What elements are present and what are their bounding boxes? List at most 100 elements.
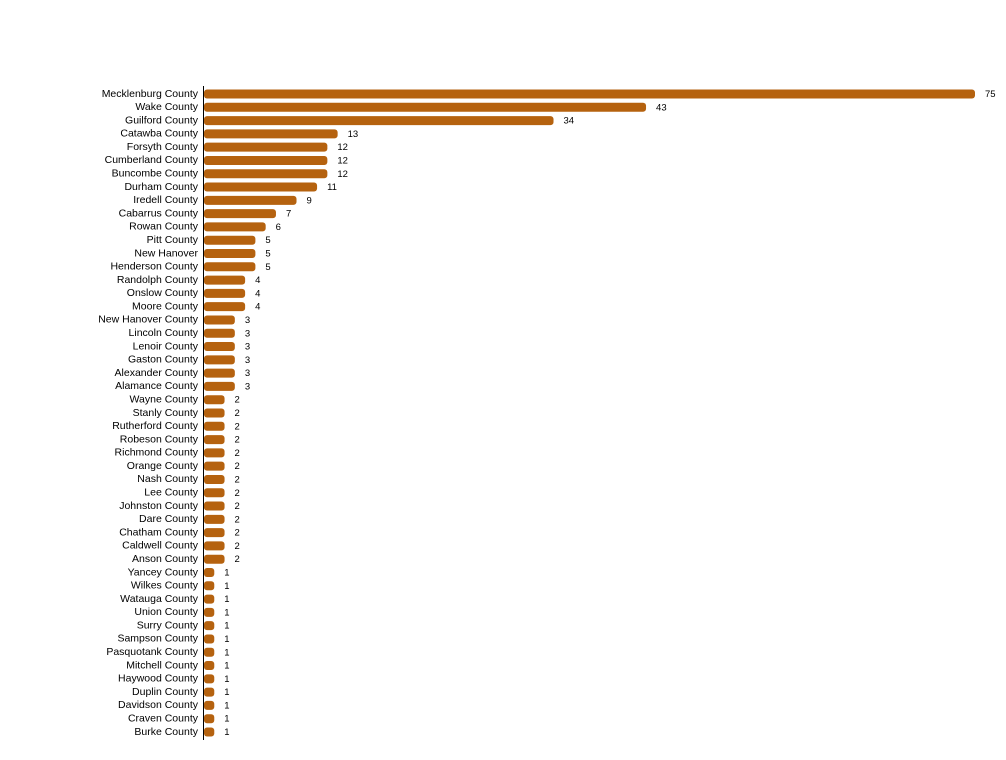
y-tick-label: Caldwell County	[122, 540, 199, 552]
value-label: 1	[224, 621, 229, 632]
y-tick-label: Mitchell County	[126, 659, 199, 671]
y-tick-label: Lincoln County	[129, 327, 199, 339]
y-tick-label: Union County	[134, 606, 198, 618]
y-tick-label: Duplin County	[132, 686, 199, 698]
bar	[204, 395, 225, 405]
bar	[204, 195, 297, 205]
value-label: 3	[245, 381, 250, 392]
value-label: 5	[265, 235, 270, 246]
value-label: 2	[235, 421, 240, 432]
bar	[204, 501, 225, 511]
bar	[204, 235, 256, 245]
y-tick-label: Buncombe County	[112, 168, 199, 180]
y-tick-label: Richmond County	[115, 447, 199, 459]
bar	[204, 249, 256, 258]
bar	[204, 714, 215, 724]
value-label: 9	[307, 195, 312, 206]
y-tick-label: Gaston County	[128, 354, 199, 366]
y-tick-label: Haywood County	[118, 673, 199, 685]
y-tick-label: Orange County	[127, 460, 199, 472]
y-tick-label: Stanly County	[133, 407, 199, 419]
value-label: 1	[224, 661, 229, 672]
y-tick-label: Pitt County	[147, 234, 199, 246]
value-label: 1	[224, 634, 229, 645]
value-label: 3	[245, 355, 250, 366]
bar	[204, 647, 215, 657]
value-label: 4	[255, 275, 260, 286]
bar	[204, 89, 975, 99]
y-tick-label: Johnston County	[119, 500, 199, 512]
value-label: 1	[224, 700, 229, 711]
value-label: 3	[245, 342, 250, 353]
bar	[204, 514, 225, 524]
bar	[204, 408, 225, 418]
y-tick-label: Craven County	[128, 712, 199, 724]
value-label: 6	[276, 222, 281, 233]
value-label: 2	[235, 448, 240, 459]
y-tick-label: Henderson County	[110, 261, 198, 273]
y-tick-label: New Hanover	[134, 247, 198, 259]
y-tick-label: Mecklenburg County	[102, 88, 199, 100]
bar	[204, 169, 328, 179]
value-label: 3	[245, 328, 250, 339]
y-tick-label: Rutherford County	[112, 420, 199, 432]
value-label: 2	[235, 488, 240, 499]
bar	[204, 262, 256, 272]
bar	[204, 116, 554, 126]
value-label: 1	[224, 714, 229, 725]
bar	[204, 315, 235, 325]
bar	[204, 474, 225, 484]
y-tick-label: Wayne County	[130, 393, 199, 405]
bar	[204, 342, 235, 352]
y-tick-label: Moore County	[132, 300, 199, 312]
bar	[204, 275, 246, 285]
y-tick-label: Chatham County	[119, 526, 199, 538]
bar	[204, 554, 225, 564]
y-tick-label: Lenoir County	[133, 340, 199, 352]
value-label: 2	[235, 435, 240, 446]
y-tick-label: Davidson County	[118, 699, 199, 711]
value-label: 75	[985, 89, 996, 100]
bar	[204, 355, 235, 365]
y-tick-label: Nash County	[137, 473, 198, 485]
bar	[204, 488, 225, 498]
bar	[204, 607, 215, 617]
value-label: 2	[235, 395, 240, 406]
value-label: 1	[224, 581, 229, 592]
bar	[204, 328, 235, 338]
y-tick-label: Lee County	[144, 487, 198, 499]
bar	[204, 368, 235, 378]
bar	[204, 209, 276, 219]
bar	[204, 461, 225, 471]
bar	[204, 302, 246, 312]
y-tick-label: Alamance County	[115, 380, 199, 392]
value-label: 1	[224, 607, 229, 618]
value-label: 1	[224, 568, 229, 579]
y-tick-label: Anson County	[132, 553, 199, 565]
value-label: 4	[255, 288, 260, 299]
y-tick-label: Cumberland County	[105, 154, 199, 166]
bar	[204, 727, 215, 737]
bar	[204, 661, 215, 671]
value-label: 3	[245, 315, 250, 326]
value-label: 1	[224, 594, 229, 605]
bar	[204, 288, 246, 298]
value-label: 7	[286, 209, 291, 220]
y-tick-label: Yancey County	[128, 566, 199, 578]
y-tick-label: Guilford County	[125, 114, 199, 126]
value-label: 1	[224, 687, 229, 698]
bar	[204, 142, 328, 152]
value-label: 4	[255, 302, 260, 313]
bar	[204, 448, 225, 458]
bar	[204, 581, 215, 591]
y-tick-label: Pasquotank County	[106, 646, 198, 658]
bar	[204, 674, 215, 684]
y-tick-label: Sampson County	[117, 633, 198, 645]
y-tick-label: Catawba County	[120, 128, 198, 140]
y-tick-label: New Hanover County	[98, 314, 199, 326]
bar	[204, 594, 215, 604]
value-label: 12	[337, 142, 348, 153]
y-tick-label: Alexander County	[115, 367, 199, 379]
bar	[204, 381, 235, 391]
